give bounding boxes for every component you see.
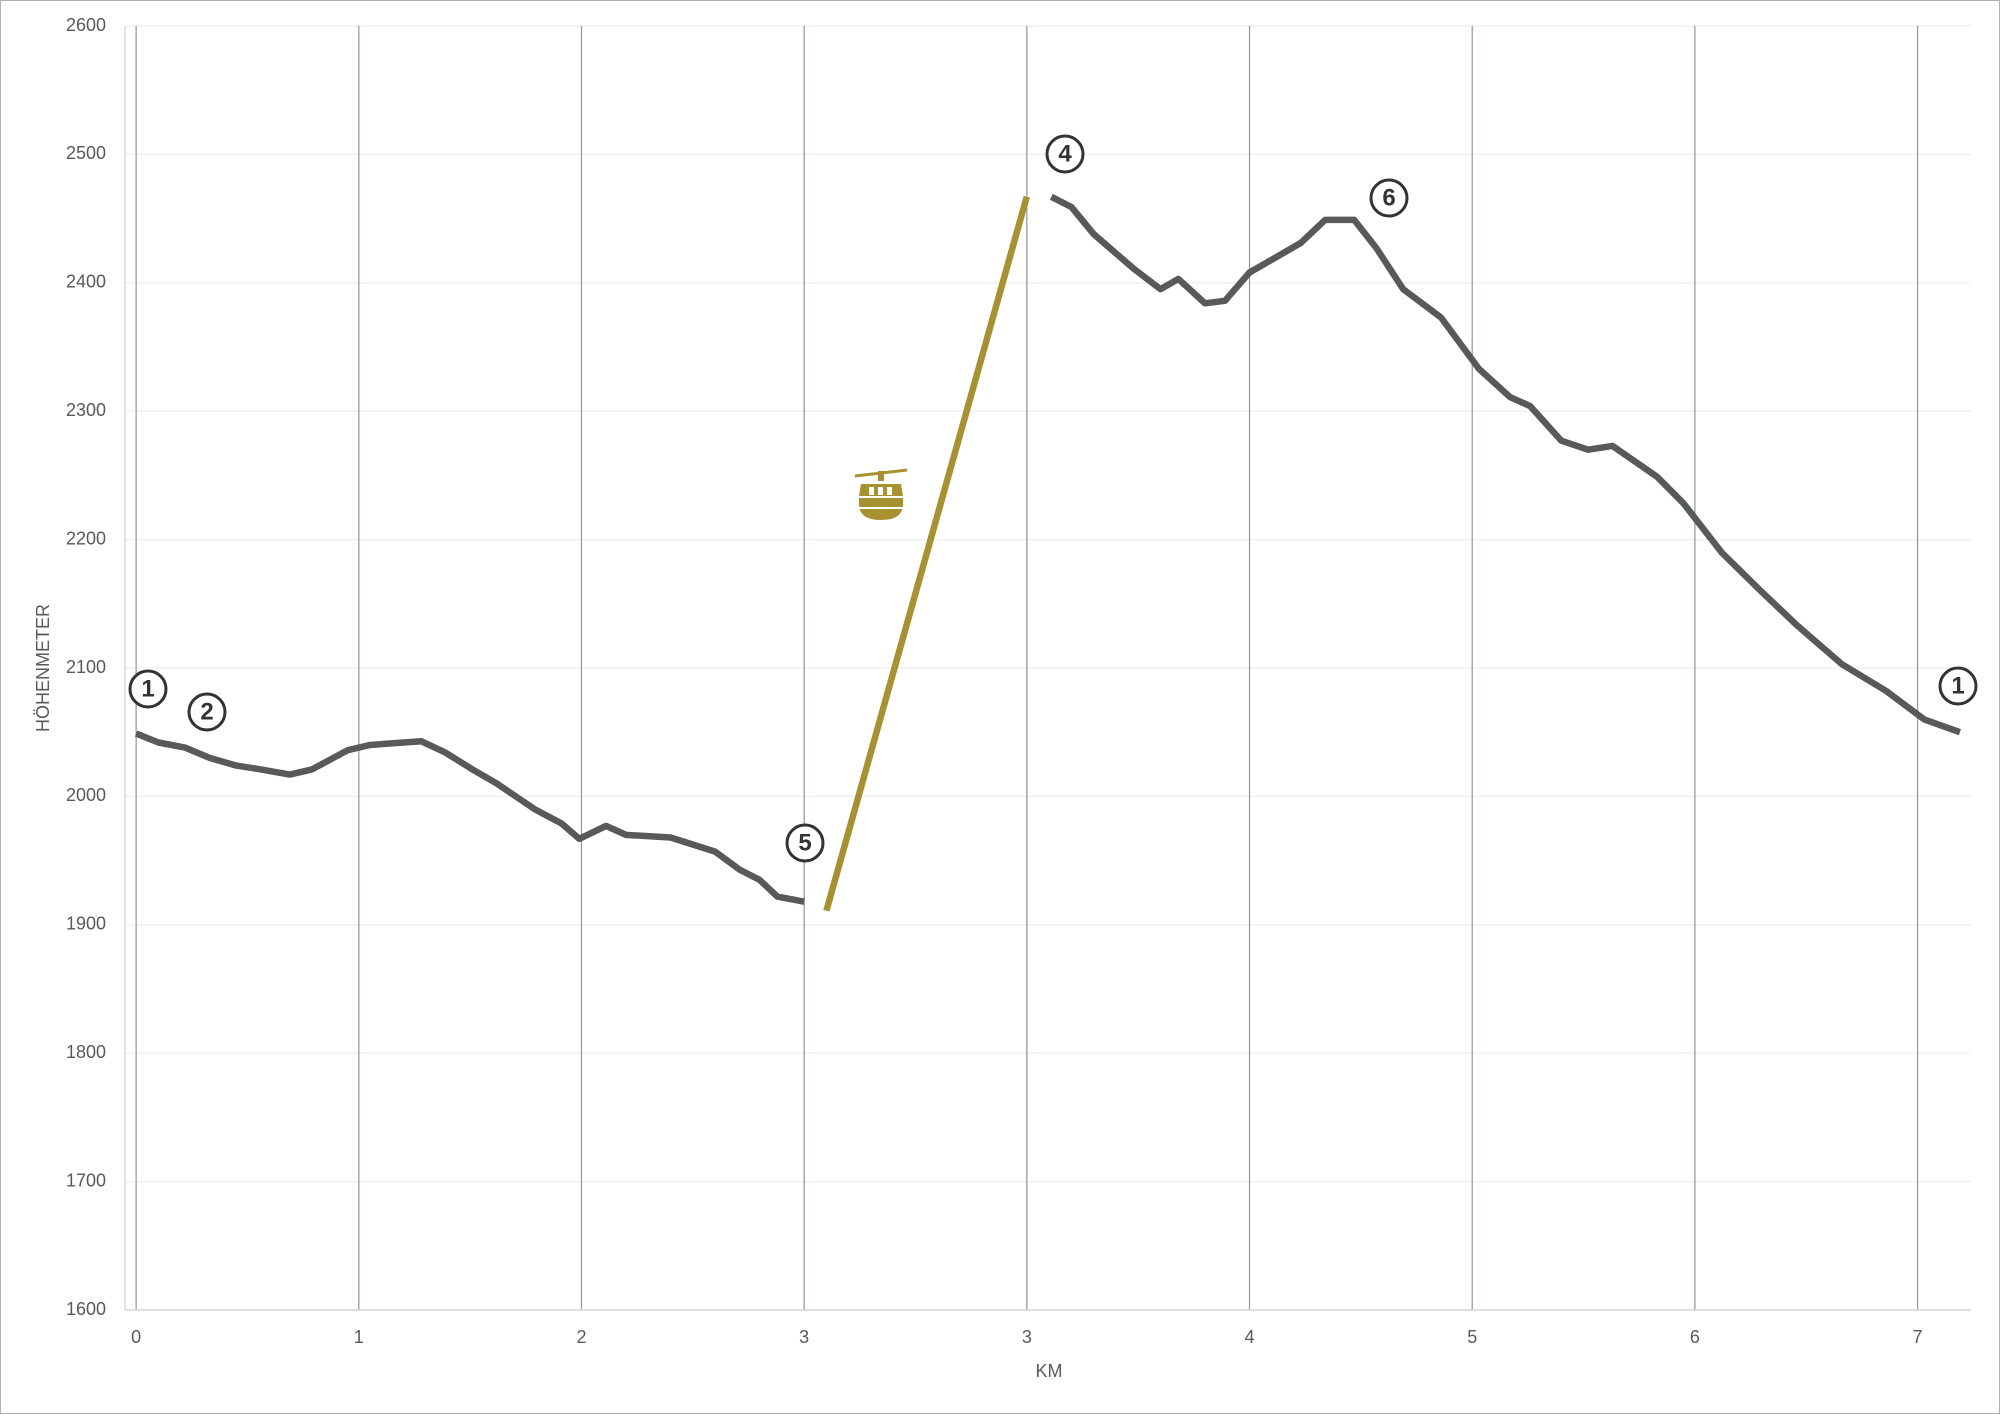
y-tick-label: 1900 [66,914,106,934]
waypoint-label: 6 [1382,184,1395,211]
x-tick-label: 3 [799,1327,809,1347]
x-tick-label: 7 [1913,1327,1923,1347]
waypoint-marker [187,692,227,732]
waypoint-marker [785,823,825,863]
y-tick-label: 1600 [66,1299,106,1319]
y-tick-label: 2400 [66,272,106,292]
waypoint-label: 4 [1058,140,1072,167]
cable-car-icon [854,468,908,520]
elevation-line [134,193,1961,905]
waypoint-marker [1938,666,1978,706]
y-tick-label: 2300 [66,400,106,420]
waypoint-label: 2 [200,698,213,725]
y-tick-label: 2600 [66,15,106,35]
waypoint-label: 5 [798,829,811,856]
x-tick-label: 1 [354,1327,364,1347]
waypoint-label: 1 [141,675,154,702]
y-tick-label: 2000 [66,785,106,805]
x-tick-label: 6 [1690,1327,1700,1347]
x-axis-label: KM [1036,1361,1063,1381]
x-tick-label: 2 [576,1327,586,1347]
x-tick-label: 0 [131,1327,141,1347]
y-tick-label: 1800 [66,1042,106,1062]
x-tick-label: 3 [1022,1327,1032,1347]
y-tick-label: 2500 [66,143,106,163]
x-tick-label: 4 [1245,1327,1255,1347]
elevation-line [823,195,1030,912]
waypoint-marker [128,669,168,709]
y-tick-label: 2200 [66,528,106,548]
y-tick-label: 1700 [66,1170,106,1190]
waypoint-label: 1 [1951,672,1964,699]
y-axis-label: HÖHENMETER [33,604,53,732]
x-tick-label: 5 [1467,1327,1477,1347]
waypoint-marker [1369,178,1409,218]
y-tick-label: 2100 [66,657,106,677]
waypoint-marker [1045,134,1085,174]
